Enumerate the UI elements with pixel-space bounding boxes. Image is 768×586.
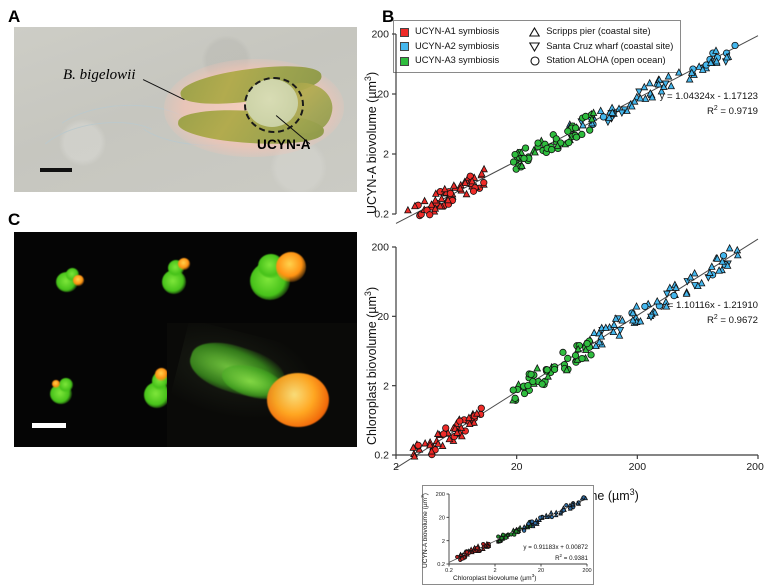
panel-c-inset [167,323,357,447]
svg-text:0.2: 0.2 [374,450,389,462]
panel-a-scale-bar [40,168,72,172]
chart-bottom-chloroplast-vs-haptophyte: Chloroplast biovolume (µm3) Haptophyte b… [360,233,764,508]
svg-text:0.2: 0.2 [445,568,453,574]
svg-text:200: 200 [582,568,591,574]
panel-a-label-host: B. bigelowii [63,67,136,84]
chart-inset-canvas: 200 20 2 0.20.2 2 20 200 [423,486,595,586]
chart-top-ucyn-a-vs-haptophyte: UCYN-A biovolume (µm3) y = 1.04324x - 1.… [360,8,764,233]
svg-text:2: 2 [383,380,389,392]
panel-a-label-symbiont: UCYN-A [257,137,311,152]
svg-text:200: 200 [436,492,445,498]
fluorescent-cell [56,268,90,296]
panel-a-letter: A [8,8,20,25]
chart-bottom-canvas: 2002020.22202002000 [360,233,764,508]
fluorescent-cell [162,258,198,298]
chart-top-canvas: 200 20 2 0.2 [360,8,764,233]
panel-a-micrograph: B. bigelowii UCYN-A [14,27,357,192]
ucyn-a-highlight-circle [244,77,304,133]
svg-text:20: 20 [377,311,389,323]
svg-text:0.2: 0.2 [374,209,389,221]
panel-b-charts: UCYN-A1 symbiosis UCYN-A2 symbiosis UCYN… [360,8,764,508]
svg-text:200: 200 [371,242,389,254]
chart-inset-ucyn-a-vs-chloroplast: UCYN-A biovolume (µm3) Chloroplast biovo… [422,485,594,585]
panel-c-letter: C [8,211,20,228]
svg-text:20: 20 [377,89,389,101]
fluorescent-cell [250,252,312,304]
svg-text:200: 200 [629,461,647,473]
svg-text:20: 20 [439,516,445,522]
svg-text:2: 2 [442,539,445,545]
figure-root: A B. bigelowii UCYN-A C [0,0,768,513]
svg-text:0.2: 0.2 [437,562,445,568]
panel-c-scale-bar [32,423,66,428]
svg-text:20: 20 [511,461,523,473]
fluorescent-cell [50,378,82,408]
svg-text:2: 2 [493,568,496,574]
svg-text:200: 200 [371,29,389,41]
svg-text:2: 2 [383,149,389,161]
panel-c-micrograph [14,232,357,447]
svg-text:20: 20 [538,568,544,574]
svg-text:2000: 2000 [746,461,764,473]
